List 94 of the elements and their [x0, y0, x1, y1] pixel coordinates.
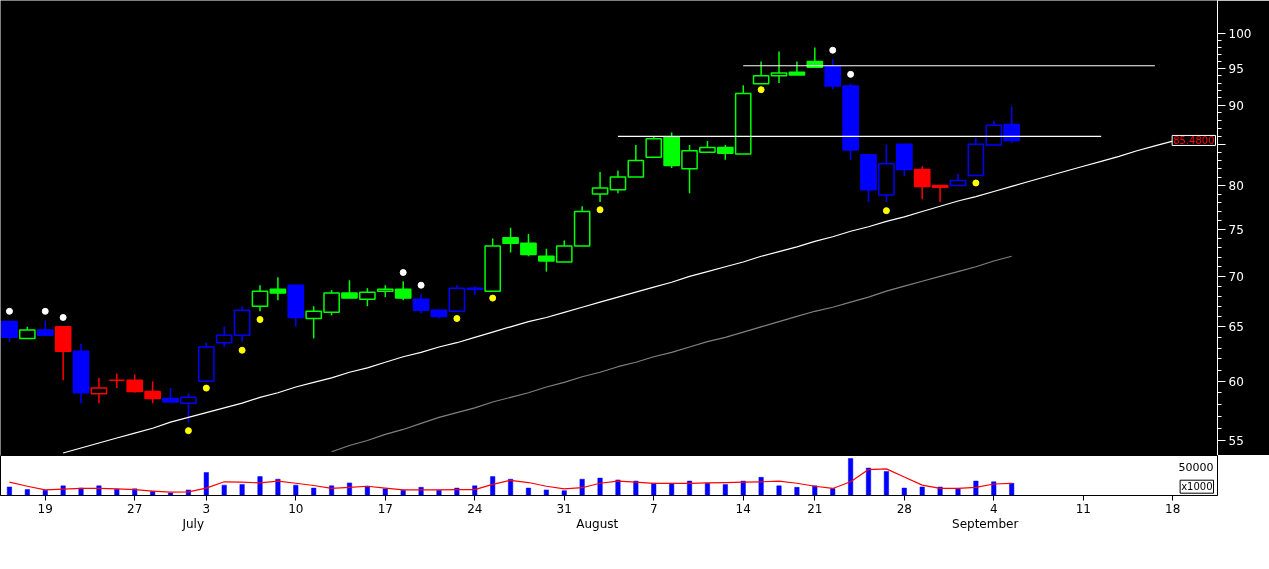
bar — [311, 487, 317, 496]
point — [256, 316, 264, 324]
point — [184, 427, 192, 435]
candlestick — [788, 60, 806, 76]
bar — [543, 489, 549, 496]
bar — [687, 480, 693, 496]
bar — [794, 487, 800, 496]
text: August — [576, 516, 619, 531]
x-tick-label: 21 — [807, 501, 823, 516]
x-tick-label: 28 — [896, 501, 912, 516]
bar — [776, 485, 782, 496]
bar — [275, 478, 281, 496]
candlestick — [90, 377, 108, 404]
bar — [901, 487, 907, 496]
bar — [848, 458, 854, 496]
point — [882, 207, 890, 215]
x-tick-label: 11 — [1075, 501, 1091, 516]
point — [453, 315, 461, 322]
candlestick — [108, 372, 126, 389]
x-tick-label: 24 — [467, 501, 483, 516]
bar — [347, 482, 352, 496]
bar — [96, 485, 102, 496]
bar — [508, 478, 514, 496]
y-tick-label: 60 — [1228, 374, 1244, 389]
y-tick-label: 80 — [1228, 179, 1244, 194]
bar — [722, 484, 728, 496]
bar — [740, 480, 746, 496]
candlestick — [1, 320, 18, 343]
bar — [525, 487, 531, 496]
bar — [973, 480, 979, 496]
bar — [758, 477, 764, 496]
annotation: 50000 — [1178, 460, 1214, 474]
bar — [1009, 483, 1015, 496]
bar — [561, 490, 567, 496]
point — [972, 179, 980, 187]
x-tick-label: 27 — [127, 501, 143, 516]
candlestick — [269, 276, 287, 301]
bar — [883, 471, 889, 496]
bar — [490, 476, 496, 496]
bar — [866, 467, 871, 496]
x-tick-label: 7 — [649, 501, 658, 516]
y-tick-label: 65 — [1228, 320, 1244, 335]
point — [757, 86, 765, 94]
x-tick-label: 31 — [556, 501, 572, 516]
point — [489, 294, 497, 302]
bar — [257, 476, 263, 496]
candlestick — [251, 284, 269, 313]
y-tick-label: 95 — [1228, 62, 1244, 77]
bar — [651, 483, 657, 496]
y-axis-title: x1000 — [1181, 481, 1213, 493]
bar — [669, 483, 675, 496]
x-tick-label: 17 — [377, 501, 393, 516]
x-tick-label: 4 — [989, 501, 998, 516]
bar — [919, 486, 925, 496]
point — [847, 70, 855, 78]
point — [399, 269, 407, 277]
text: September — [952, 516, 1019, 531]
bar — [293, 484, 299, 496]
x-tick-label: 19 — [37, 501, 53, 516]
y-tick-label: 100 — [1228, 27, 1252, 42]
bar — [830, 488, 836, 496]
bar — [6, 486, 12, 496]
line-series — [331, 255, 1013, 453]
bar — [239, 484, 245, 496]
candlestick — [412, 293, 430, 315]
y-tick-label: 55 — [1228, 433, 1244, 448]
candlestick — [770, 50, 788, 84]
y-tick-label: 70 — [1228, 269, 1244, 284]
candlestick — [752, 60, 770, 85]
x-tick-label: 18 — [1165, 501, 1181, 516]
point — [596, 206, 604, 214]
text: July — [181, 516, 205, 531]
bar — [203, 472, 209, 496]
point — [417, 281, 425, 289]
point — [59, 313, 67, 321]
bar — [597, 477, 603, 496]
bar — [24, 489, 30, 496]
bar — [114, 488, 120, 496]
x-tick-label: 3 — [202, 501, 211, 516]
candlestick — [591, 171, 609, 203]
bar — [221, 484, 227, 496]
bar — [615, 479, 621, 496]
bar — [382, 488, 388, 496]
point — [41, 307, 49, 315]
point — [202, 384, 210, 392]
point — [5, 307, 13, 315]
bar — [579, 478, 585, 496]
y-tick-label: 90 — [1228, 98, 1244, 113]
point — [238, 346, 246, 354]
annotation: 85.4800 — [1173, 135, 1215, 147]
x-tick-label: 14 — [735, 501, 751, 516]
x-tick-label: 10 — [288, 501, 304, 516]
y-tick-label: 75 — [1228, 222, 1244, 237]
point — [829, 46, 837, 54]
